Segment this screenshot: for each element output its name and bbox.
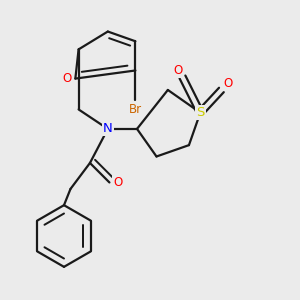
Text: O: O: [173, 64, 182, 77]
Text: O: O: [113, 176, 122, 189]
Text: O: O: [63, 72, 72, 85]
Text: O: O: [223, 77, 232, 90]
Text: N: N: [103, 122, 113, 135]
Text: S: S: [196, 106, 205, 119]
Text: Br: Br: [129, 103, 142, 116]
